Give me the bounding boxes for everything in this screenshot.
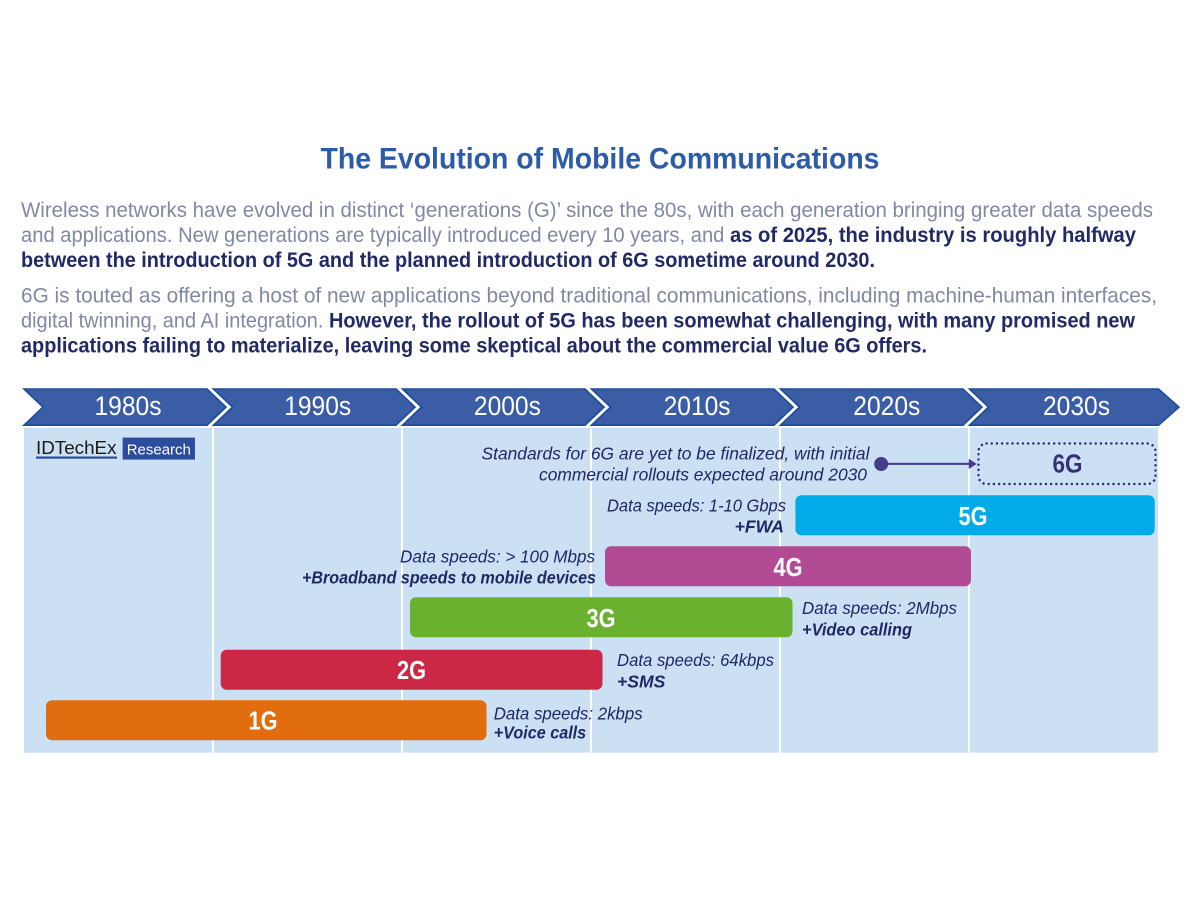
svg-text:1980s: 1980s (95, 391, 162, 421)
svg-text:2030s: 2030s (1043, 391, 1110, 421)
svg-text:Standards for 6G are yet to be: Standards for 6G are yet to be finalized… (482, 444, 871, 464)
svg-text:and applications. New generati: and applications. New generations are ty… (21, 224, 1136, 247)
svg-text:2010s: 2010s (664, 391, 731, 421)
svg-text:+SMS: +SMS (617, 672, 666, 692)
svg-text:applications failing to materi: applications failing to materialize, lea… (21, 335, 927, 358)
svg-text:5G: 5G (959, 501, 988, 531)
svg-text:The Evolution of Mobile Commun: The Evolution of Mobile Communications (321, 143, 880, 176)
svg-text:between the introduction of 5G: between the introduction of 5G and the p… (21, 249, 875, 272)
svg-text:Data speeds: > 100 Mbps: Data speeds: > 100 Mbps (400, 547, 595, 567)
svg-text:4G: 4G (774, 552, 803, 582)
svg-text:2020s: 2020s (853, 391, 920, 421)
svg-text:Data speeds: 1-10 Gbps: Data speeds: 1-10 Gbps (607, 496, 786, 516)
svg-text:3G: 3G (587, 603, 616, 633)
svg-text:commercial rollouts expected a: commercial rollouts expected around 2030 (539, 465, 867, 485)
svg-text:Data speeds: 2kbps: Data speeds: 2kbps (494, 703, 643, 723)
svg-text:+Broadband speeds to mobile de: +Broadband speeds to mobile devices (302, 568, 596, 588)
svg-text:1G: 1G (249, 706, 278, 736)
svg-text:2G: 2G (397, 655, 426, 685)
svg-text:Data speeds: 64kbps: Data speeds: 64kbps (617, 650, 774, 670)
svg-text:Data speeds: 2Mbps: Data speeds: 2Mbps (802, 598, 957, 618)
svg-text:+FWA: +FWA (735, 517, 784, 537)
svg-text:Wireless networks have evolved: Wireless networks have evolved in distin… (21, 199, 1153, 222)
svg-text:6G: 6G (1053, 449, 1083, 479)
svg-text:IDTechEx: IDTechEx (36, 438, 117, 458)
svg-text:1990s: 1990s (284, 391, 351, 421)
svg-text:2000s: 2000s (474, 391, 541, 421)
svg-text:6G is touted as offering a hos: 6G is touted as offering a host of new a… (21, 285, 1157, 308)
svg-text:+Video calling: +Video calling (802, 620, 912, 640)
svg-text:digital twinning, and AI integ: digital twinning, and AI integration. Ho… (21, 310, 1136, 333)
svg-text:Research: Research (127, 442, 191, 459)
svg-text:+Voice calls: +Voice calls (494, 723, 587, 743)
